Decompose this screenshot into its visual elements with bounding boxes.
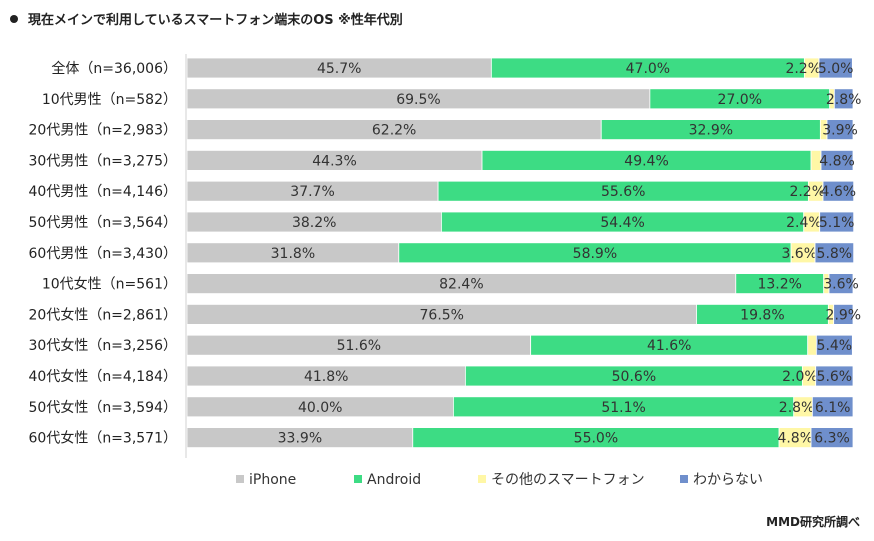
data-label: 5.0% (818, 61, 854, 77)
legend-swatch (680, 475, 688, 483)
data-label: 69.5% (396, 92, 440, 108)
data-label: 47.0% (626, 61, 670, 77)
chart-title: 現在メインで利用しているスマートフォン端末のOS ※性年代別 (10, 9, 403, 28)
category-label: 50代女性（n=3,594） (29, 399, 178, 416)
bar-segment (819, 211, 855, 233)
data-label: 2.9% (826, 307, 862, 323)
data-label: 33.9% (278, 431, 322, 447)
data-label: 55.6% (601, 184, 645, 200)
data-label: 44.3% (312, 153, 356, 169)
category-label: 20代男性（n=2,983） (29, 123, 178, 139)
bar-segment (826, 119, 854, 140)
data-label: 62.2% (372, 123, 416, 139)
legend-swatch (478, 475, 486, 483)
data-label: 55.0% (574, 431, 618, 447)
category-label: 50代男性（n=3,564） (29, 215, 178, 231)
data-label: 5.8% (817, 246, 853, 262)
data-label: 82.4% (439, 277, 483, 293)
category-label: 30代女性（n=3,256） (29, 337, 178, 354)
data-label: 76.5% (420, 307, 464, 323)
category-label: 10代男性（n=582） (42, 92, 177, 108)
data-label: 4.8% (819, 153, 855, 169)
bar-segment (822, 180, 855, 202)
bar-segment (811, 396, 854, 418)
bar-segment (815, 365, 854, 387)
data-label: 31.8% (271, 246, 315, 262)
bar-segment (810, 427, 854, 449)
bar-segment (833, 303, 854, 325)
data-label: 49.4% (624, 153, 668, 169)
bar-segment (818, 57, 853, 79)
legend-swatch (236, 475, 244, 483)
data-label: 4.6% (821, 184, 857, 200)
data-label: 3.6% (781, 246, 817, 262)
legend-label: iPhone (249, 472, 296, 488)
category-label: 30代男性（n=3,275） (29, 153, 178, 169)
data-label: 5.1% (819, 215, 855, 231)
bar-segment (814, 242, 855, 264)
category-label: 60代女性（n=3,571） (29, 430, 178, 447)
data-label: 13.2% (757, 277, 801, 293)
category-label: 10代女性（n=561） (42, 276, 177, 293)
data-label: 2.2% (789, 184, 825, 200)
data-label: 6.1% (815, 400, 851, 416)
data-label: 51.1% (601, 400, 645, 416)
data-label: 41.6% (647, 338, 691, 354)
chart-title-text: 現在メインで利用しているスマートフォン端末のOS ※性年代別 (28, 13, 403, 28)
legend-label: わからない (693, 472, 763, 488)
legend-label: Android (367, 472, 421, 488)
category-label: 40代男性（n=4,146） (29, 184, 178, 200)
legend-label: その他のスマートフォン (491, 472, 645, 488)
bar-segment (828, 273, 854, 295)
category-label: 20代女性（n=2,861） (29, 306, 178, 323)
data-label: 2.2% (785, 61, 821, 77)
source-credit: MMD研究所調べ (766, 515, 860, 529)
data-label: 32.9% (689, 123, 733, 139)
data-label: 5.6% (817, 369, 853, 385)
bar-segment (815, 334, 853, 356)
data-label: 37.7% (290, 184, 334, 200)
data-label: 5.4% (817, 338, 853, 354)
data-label: 27.0% (718, 92, 762, 108)
data-label: 58.9% (573, 246, 617, 262)
legend-swatch (354, 475, 362, 483)
data-label: 3.9% (822, 123, 858, 139)
data-label: 4.8% (777, 431, 813, 447)
category-label: 全体（n=36,006） (51, 60, 177, 77)
data-label: 54.4% (600, 215, 644, 231)
data-label: 51.6% (337, 338, 381, 354)
data-label: 2.8% (779, 400, 815, 416)
data-label: 40.0% (298, 400, 342, 416)
data-label: 3.6% (823, 277, 859, 293)
bar-segment (820, 149, 854, 171)
data-label: 45.7% (317, 61, 361, 77)
data-label: 2.8% (826, 92, 862, 108)
data-label: 50.6% (612, 369, 656, 385)
data-label: 2.0% (782, 369, 818, 385)
bullet-icon (10, 15, 18, 23)
data-label: 2.4% (786, 215, 822, 231)
category-label: 60代男性（n=3,430） (29, 246, 178, 262)
data-label: 41.8% (304, 369, 348, 385)
bar-segment (833, 88, 854, 110)
data-label: 38.2% (292, 215, 336, 231)
bar-segment (807, 334, 817, 356)
data-label: 19.8% (740, 307, 784, 323)
data-label: 6.3% (814, 431, 850, 447)
category-label: 40代女性（n=4,184） (29, 368, 178, 385)
